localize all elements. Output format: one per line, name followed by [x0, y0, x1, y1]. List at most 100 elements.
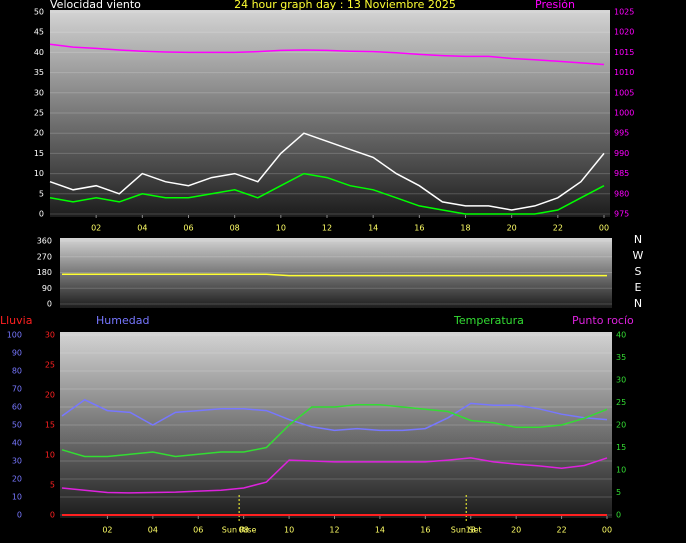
x-tick-label: 20 [511, 526, 521, 535]
y-tick-label: 995 [614, 129, 629, 138]
y-tick-label: 0 [17, 511, 22, 520]
y-tick-label: 10 [45, 451, 55, 460]
y-tick-label: 1000 [614, 109, 634, 118]
y-tick-label: 1015 [614, 48, 634, 57]
y-tick-label: 15 [616, 443, 626, 452]
y-tick-label: 5 [39, 189, 44, 198]
series-line [49, 43, 605, 66]
x-tick-label: 04 [137, 224, 147, 233]
legend-label: Lluvia [0, 314, 32, 327]
x-tick-label: 08 [239, 526, 249, 535]
annotation: Sun Set [451, 526, 482, 535]
y-tick-label: 1025 [614, 8, 634, 17]
y-tick-label: 20 [616, 421, 626, 430]
y-tick-label: 40 [616, 331, 626, 340]
y-tick-label: 30 [34, 88, 44, 97]
x-tick-label: 00 [599, 224, 609, 233]
compass-label: S [635, 265, 642, 278]
compass-label: W [633, 249, 644, 262]
y-tick-label: 10 [616, 466, 626, 475]
x-tick-label: 10 [284, 526, 294, 535]
y-tick-label: 50 [12, 421, 22, 430]
y-tick-label: 50 [34, 8, 44, 17]
x-tick-label: 02 [91, 224, 101, 233]
y-tick-label: 25 [616, 398, 626, 407]
y-tick-label: 30 [45, 331, 55, 340]
y-tick-label: 270 [37, 252, 52, 261]
y-tick-label: 30 [616, 376, 626, 385]
y-tick-label: 90 [12, 349, 22, 358]
x-tick-label: 06 [193, 526, 203, 535]
plot-background [60, 238, 612, 308]
compass-label: N [634, 297, 642, 310]
x-tick-label: 16 [420, 526, 430, 535]
y-tick-label: 20 [34, 129, 44, 138]
y-tick-label: 1005 [614, 88, 634, 97]
y-tick-label: 0 [616, 511, 621, 520]
y-tick-label: 25 [34, 109, 44, 118]
y-tick-label: 40 [34, 48, 44, 57]
y-tick-label: 40 [12, 439, 22, 448]
series-line [62, 273, 607, 277]
y-tick-label: 1010 [614, 68, 634, 77]
y-tick-label: 45 [34, 28, 44, 37]
legend-label: Humedad [96, 314, 149, 327]
x-tick-label: 08 [230, 224, 240, 233]
x-tick-label: 20 [507, 224, 517, 233]
y-tick-label: 5 [50, 481, 55, 490]
y-tick-label: 15 [45, 421, 55, 430]
y-tick-label: 180 [37, 268, 52, 277]
y-tick-label: 990 [614, 149, 629, 158]
legend-label: Presión [535, 0, 575, 11]
x-tick-label: 10 [276, 224, 286, 233]
y-tick-label: 360 [37, 237, 52, 246]
y-tick-label: 10 [12, 493, 22, 502]
x-tick-label: 12 [329, 526, 339, 535]
plot-background [50, 10, 610, 217]
chart-title: 24 hour graph day : 13 Noviembre 2025 [234, 0, 456, 11]
annotation: Sun Rise [222, 526, 257, 535]
x-tick-label: 18 [466, 526, 476, 535]
x-tick-label: 06 [183, 224, 193, 233]
series-line [61, 398, 608, 432]
x-tick-label: 22 [556, 526, 566, 535]
y-tick-label: 35 [616, 353, 626, 362]
x-tick-label: 00 [602, 526, 612, 535]
y-tick-label: 975 [614, 210, 629, 219]
y-tick-label: 985 [614, 169, 629, 178]
y-tick-label: 30 [12, 457, 22, 466]
y-tick-label: 80 [12, 367, 22, 376]
y-tick-label: 1020 [614, 28, 634, 37]
series-line [49, 132, 605, 211]
y-tick-label: 25 [45, 361, 55, 370]
y-tick-label: 0 [47, 300, 52, 309]
y-tick-label: 0 [50, 511, 55, 520]
series-line [61, 457, 608, 494]
y-tick-label: 90 [42, 284, 52, 293]
y-tick-label: 20 [45, 391, 55, 400]
y-tick-label: 20 [12, 475, 22, 484]
y-axis-label: Velocidad viento [50, 0, 141, 11]
x-tick-label: 14 [375, 526, 385, 535]
y-tick-label: 0 [39, 210, 44, 219]
x-tick-label: 12 [322, 224, 332, 233]
y-tick-label: 60 [12, 403, 22, 412]
y-tick-label: 35 [34, 68, 44, 77]
y-tick-label: 5 [616, 488, 621, 497]
y-tick-label: 10 [34, 169, 44, 178]
y-tick-label: 980 [614, 189, 629, 198]
compass-label: N [634, 233, 642, 246]
y-tick-label: 100 [7, 331, 22, 340]
y-tick-label: 15 [34, 149, 44, 158]
legend-label: Punto rocío [572, 314, 634, 327]
x-tick-label: 22 [553, 224, 563, 233]
series-line [61, 404, 608, 458]
x-tick-label: 18 [460, 224, 470, 233]
x-tick-label: 04 [148, 526, 158, 535]
compass-label: E [635, 281, 642, 294]
series-line [49, 172, 605, 215]
legend-label: Temperatura [453, 314, 524, 327]
y-tick-label: 70 [12, 385, 22, 394]
x-tick-label: 14 [368, 224, 378, 233]
